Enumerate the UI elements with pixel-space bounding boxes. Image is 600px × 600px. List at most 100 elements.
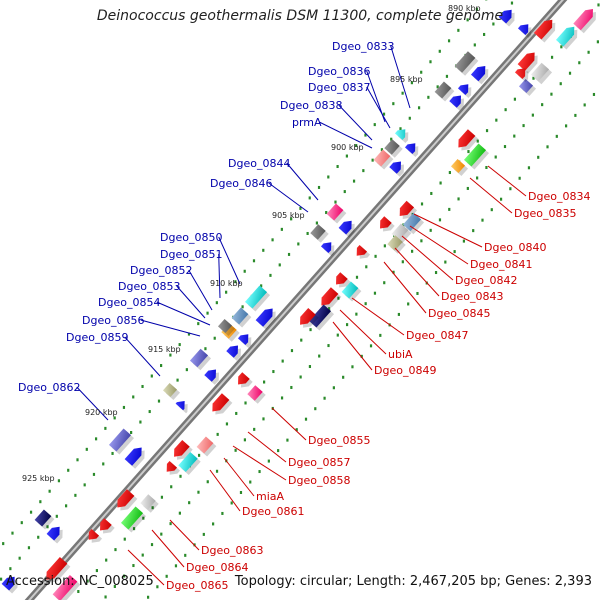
gene-feature[interactable]: [226, 342, 241, 358]
gene-label[interactable]: Dgeo_0862: [18, 381, 80, 394]
gene-feature[interactable]: [310, 224, 326, 240]
gene-feature[interactable]: [387, 235, 403, 251]
gene-label[interactable]: prmA: [292, 116, 322, 129]
gene-feature[interactable]: [341, 281, 359, 299]
gene-feature[interactable]: [108, 428, 132, 452]
gene-feature[interactable]: [209, 393, 230, 415]
gene-feature[interactable]: [517, 21, 532, 36]
gene-feature[interactable]: [237, 331, 252, 346]
gene-feature[interactable]: [244, 285, 268, 309]
gene-feature[interactable]: [338, 217, 356, 235]
gene-feature[interactable]: [514, 65, 529, 80]
gene-feature[interactable]: [196, 436, 214, 454]
gene-label[interactable]: Dgeo_0840: [484, 241, 546, 254]
gene-label[interactable]: Dgeo_0853: [118, 280, 180, 293]
gene-label[interactable]: Dgeo_0856: [82, 314, 144, 327]
gene-feature[interactable]: [1, 573, 19, 591]
gene-feature[interactable]: [353, 244, 368, 259]
gene-feature[interactable]: [376, 216, 392, 232]
gene-label[interactable]: Dgeo_0834: [528, 190, 590, 203]
gene-feature[interactable]: [163, 460, 178, 475]
tick-dot: [472, 229, 475, 233]
gene-feature[interactable]: [555, 23, 578, 47]
gene-feature[interactable]: [463, 143, 487, 167]
gene-feature[interactable]: [96, 518, 112, 534]
gene-feature[interactable]: [140, 494, 156, 510]
gene-feature[interactable]: [318, 287, 339, 309]
gene-feature[interactable]: [178, 451, 198, 473]
gene-label[interactable]: Dgeo_0850: [160, 231, 222, 244]
gene-feature[interactable]: [234, 372, 250, 388]
gene-feature[interactable]: [170, 439, 190, 460]
gene-feature[interactable]: [175, 398, 189, 411]
gene-feature[interactable]: [43, 556, 68, 583]
gene-feature[interactable]: [221, 323, 237, 339]
gene-label[interactable]: Dgeo_0847: [406, 329, 468, 342]
gene-feature[interactable]: [85, 528, 100, 543]
gene-feature[interactable]: [518, 78, 534, 94]
gene-feature[interactable]: [384, 139, 400, 155]
gene-label[interactable]: Dgeo_0857: [288, 456, 350, 469]
gene-feature[interactable]: [470, 63, 489, 82]
gene-feature[interactable]: [308, 304, 332, 328]
gene-feature[interactable]: [296, 307, 316, 328]
gene-label[interactable]: Dgeo_0863: [201, 544, 263, 557]
gene-label[interactable]: miaA: [256, 490, 285, 503]
gene-feature[interactable]: [450, 158, 466, 174]
gene-feature[interactable]: [189, 348, 209, 368]
gene-feature[interactable]: [326, 203, 344, 221]
gene-feature[interactable]: [46, 523, 64, 541]
gene-feature[interactable]: [162, 382, 178, 398]
gene-feature[interactable]: [52, 574, 78, 600]
gene-feature[interactable]: [332, 272, 348, 288]
gene-feature[interactable]: [530, 62, 550, 82]
gene-label[interactable]: Dgeo_0852: [130, 264, 192, 277]
gene-feature[interactable]: [231, 307, 249, 325]
gene-feature[interactable]: [455, 129, 476, 151]
gene-label[interactable]: Dgeo_0835: [514, 207, 576, 220]
gene-label[interactable]: Dgeo_0855: [308, 434, 370, 447]
gene-label[interactable]: Dgeo_0833: [332, 40, 394, 53]
gene-feature[interactable]: [124, 444, 146, 466]
gene-feature[interactable]: [204, 366, 219, 382]
gene-feature[interactable]: [533, 16, 556, 40]
gene-feature[interactable]: [449, 92, 464, 108]
gene-feature[interactable]: [573, 6, 596, 31]
gene-label[interactable]: ubiA: [388, 348, 413, 361]
gene-label[interactable]: Dgeo_0845: [428, 307, 490, 320]
gene-feature[interactable]: [320, 239, 335, 254]
gene-label[interactable]: Dgeo_0859: [66, 331, 128, 344]
gene-feature[interactable]: [434, 81, 452, 99]
gene-feature[interactable]: [396, 200, 415, 220]
gene-label[interactable]: Dgeo_0842: [455, 274, 517, 287]
gene-feature[interactable]: [394, 126, 409, 141]
gene-feature[interactable]: [373, 149, 391, 167]
gene-label[interactable]: Dgeo_0843: [441, 290, 503, 303]
gene-feature[interactable]: [404, 140, 419, 155]
gene-label[interactable]: Dgeo_0849: [374, 364, 436, 377]
gene-label[interactable]: Dgeo_0841: [470, 258, 532, 271]
gene-label[interactable]: Dgeo_0864: [186, 561, 248, 574]
gene-label[interactable]: Dgeo_0846: [210, 177, 272, 190]
gene-feature[interactable]: [454, 51, 476, 73]
gene-feature[interactable]: [457, 81, 472, 96]
gene-feature[interactable]: [217, 318, 233, 334]
gene-label[interactable]: Dgeo_0865: [166, 579, 228, 592]
gene-feature[interactable]: [114, 489, 135, 511]
gene-feature[interactable]: [255, 305, 277, 327]
gene-label[interactable]: Dgeo_0836: [308, 65, 370, 78]
gene-label[interactable]: Dgeo_0858: [288, 474, 350, 487]
gene-feature[interactable]: [517, 49, 539, 71]
gene-feature[interactable]: [34, 509, 52, 527]
gene-feature[interactable]: [402, 212, 422, 232]
gene-label[interactable]: Dgeo_0844: [228, 157, 290, 170]
gene-label[interactable]: Dgeo_0837: [308, 81, 370, 94]
gene-feature[interactable]: [120, 506, 144, 530]
gene-label[interactable]: Dgeo_0838: [280, 99, 342, 112]
gene-label[interactable]: Dgeo_0854: [98, 296, 160, 309]
gene-label[interactable]: Dgeo_0851: [160, 248, 222, 261]
gene-feature[interactable]: [498, 6, 516, 24]
gene-label[interactable]: Dgeo_0861: [242, 505, 304, 518]
gene-feature[interactable]: [389, 158, 404, 174]
gene-feature[interactable]: [247, 385, 263, 401]
